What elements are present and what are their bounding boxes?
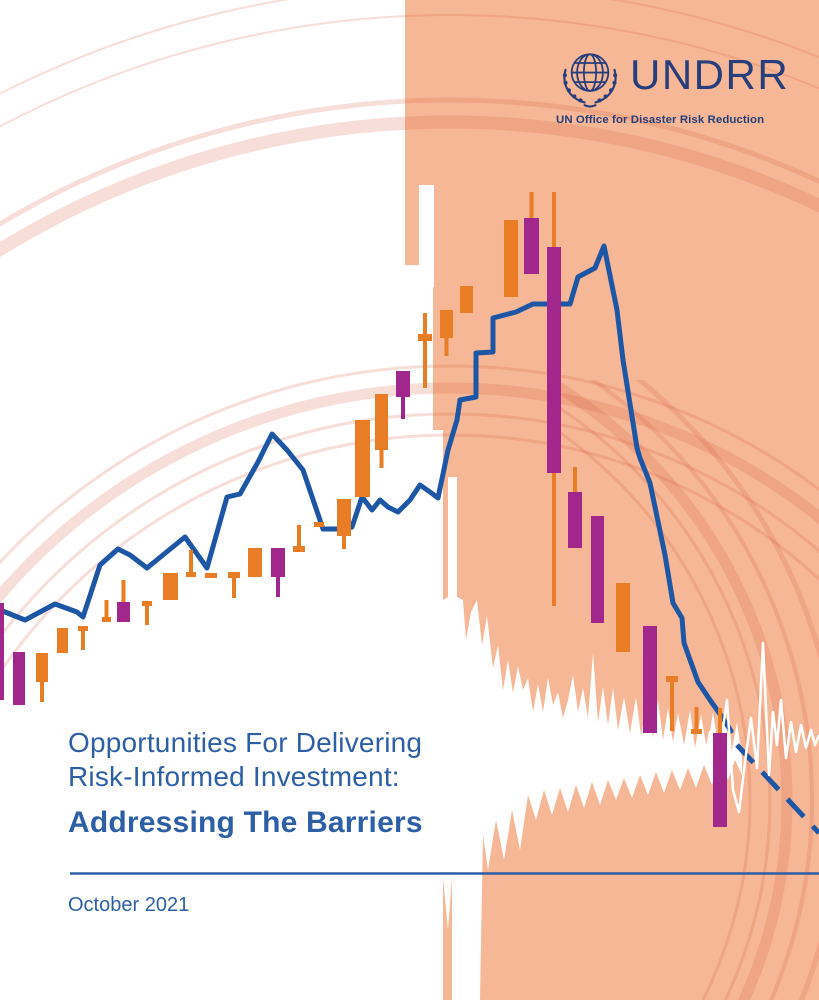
un-emblem-icon: [562, 53, 618, 108]
cover-title: Opportunities For Delivering Risk-Inform…: [68, 726, 423, 841]
publication-date: October 2021: [68, 894, 190, 916]
logo-tagline: UN Office for Disaster Risk Reduction: [556, 114, 765, 126]
title-line-2: Risk-Informed Investment:: [68, 761, 400, 792]
undrr-logo: UNDRR UN Office for Disaster Risk Reduct…: [556, 44, 790, 126]
title-subtitle: Addressing The Barriers: [68, 806, 423, 839]
title-line-1: Opportunities For Delivering: [68, 727, 423, 758]
logo-wordmark: UNDRR: [630, 51, 790, 98]
